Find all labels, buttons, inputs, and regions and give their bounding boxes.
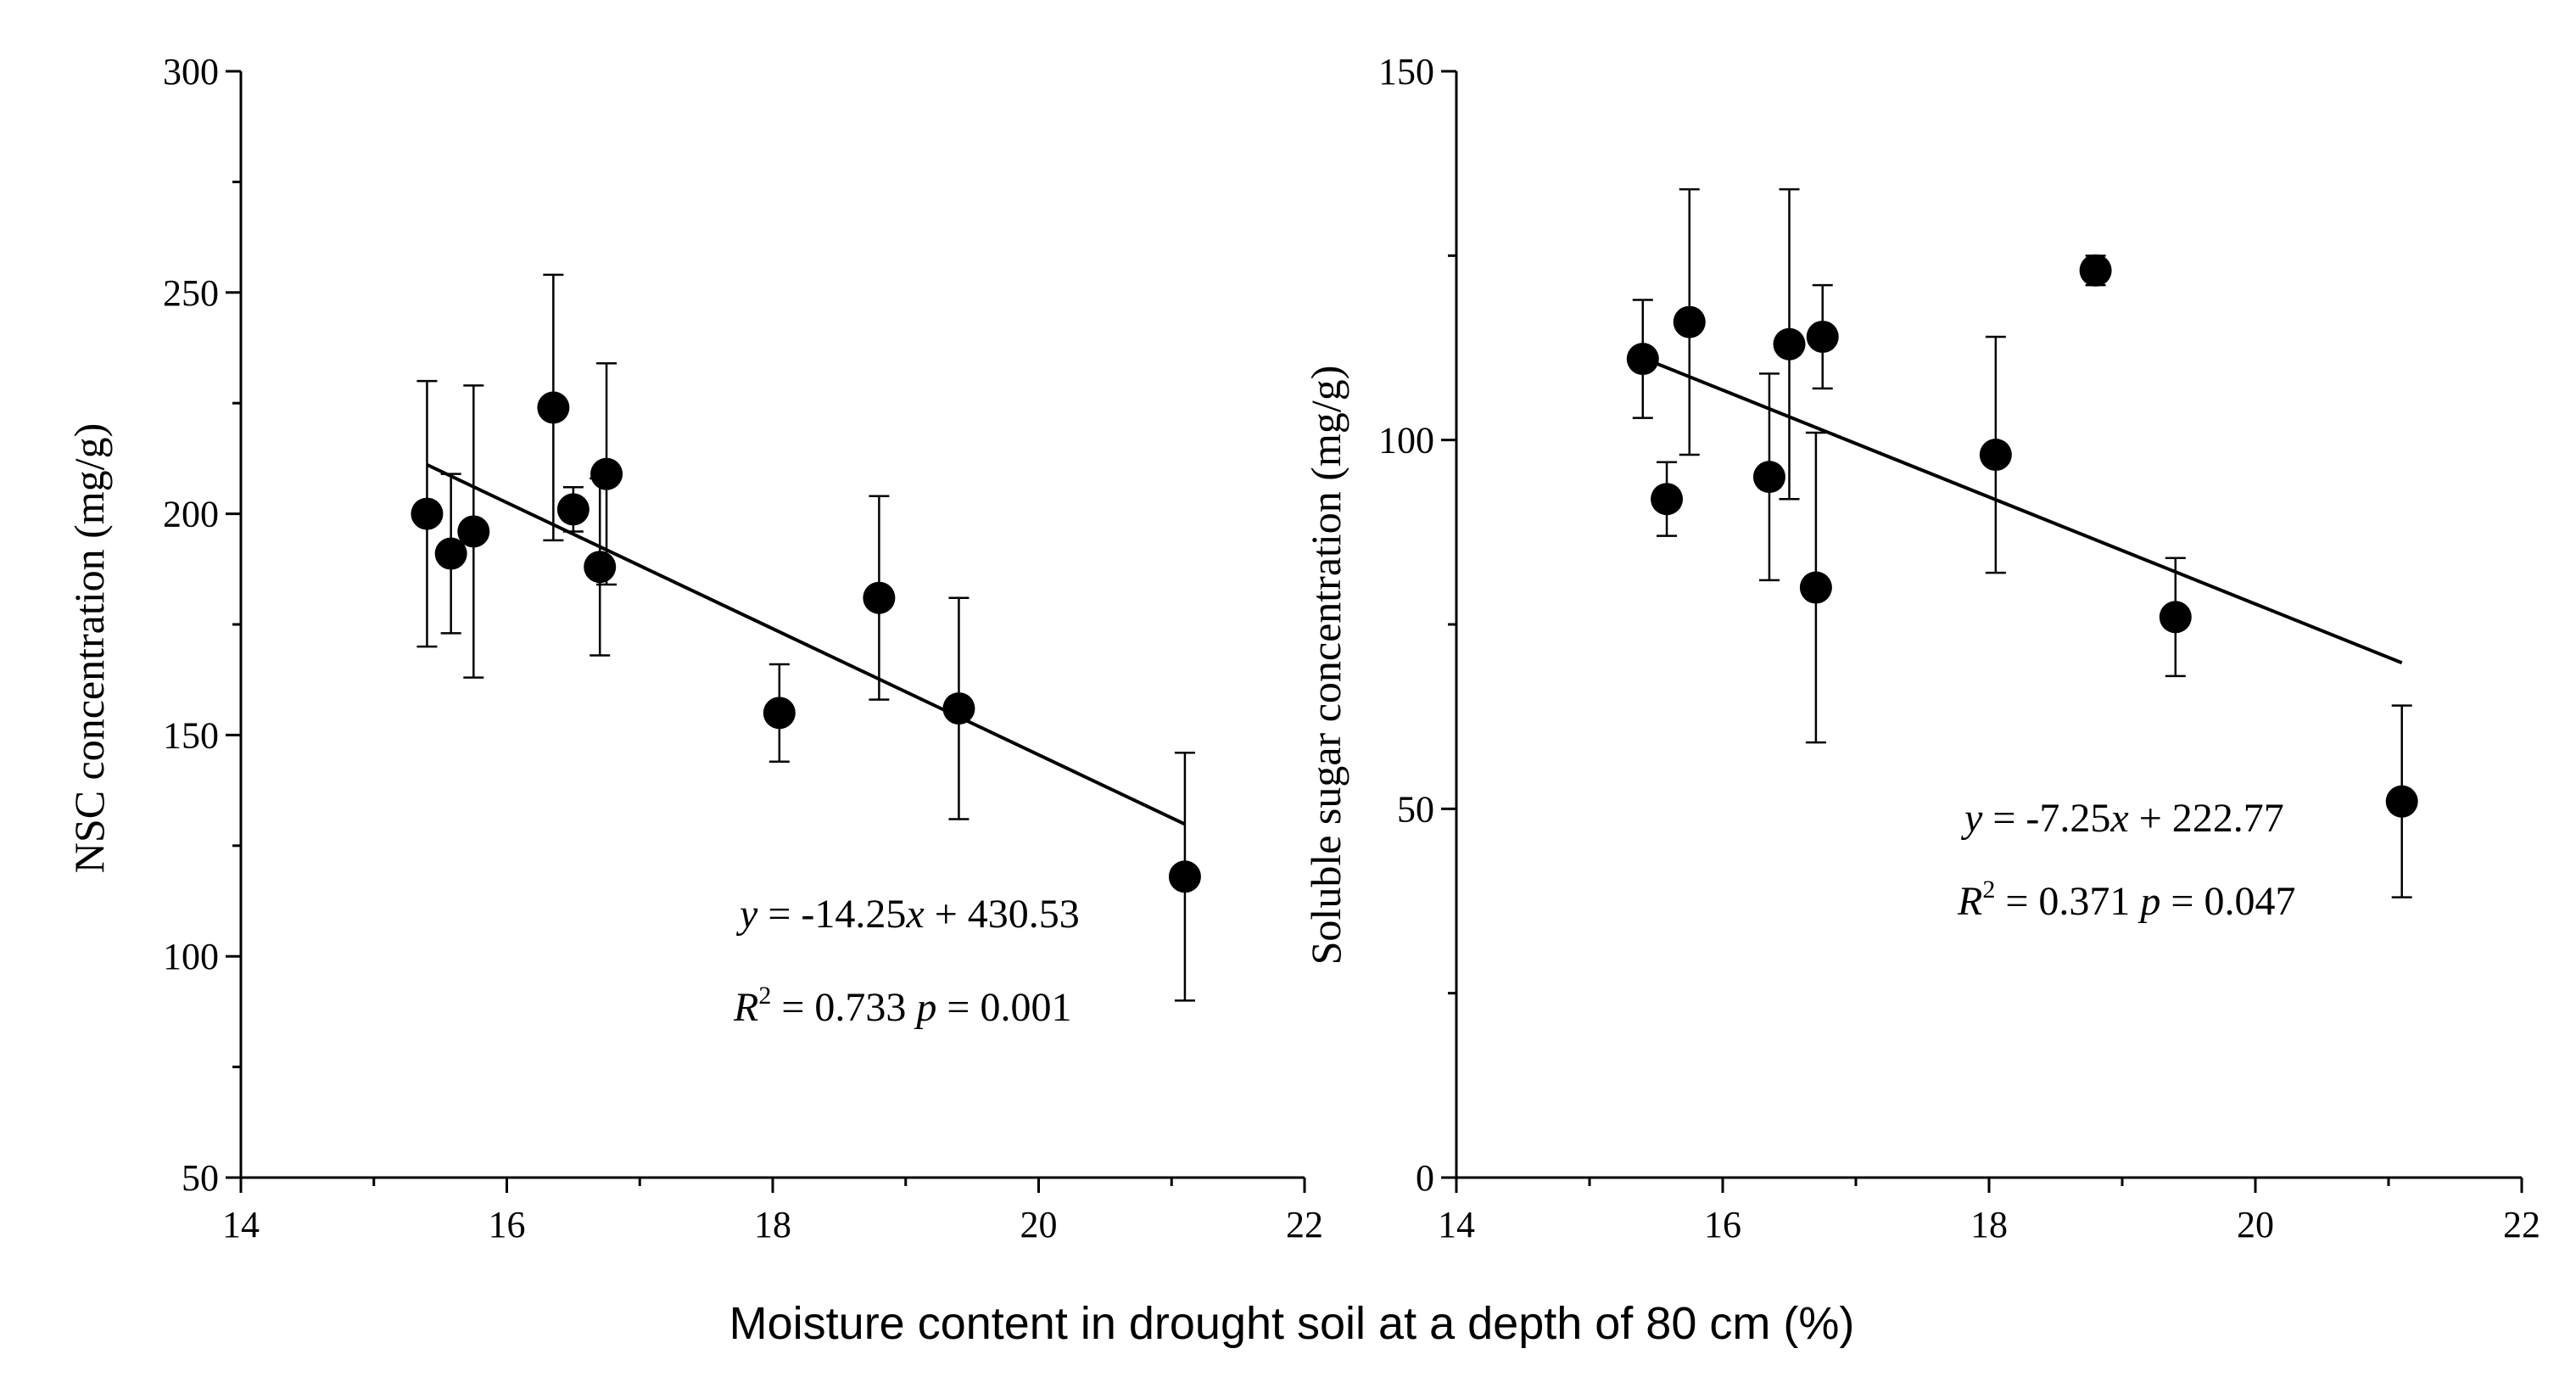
nsc-y-tick-label: 250 xyxy=(163,272,219,314)
nsc-data-point xyxy=(537,391,570,424)
nsc-y-axis-label: NSC concentration (mg/g) xyxy=(65,423,113,873)
sugar-data-point xyxy=(1673,305,1706,339)
sugar-data-point xyxy=(2079,254,2112,287)
nsc-x-tick-label: 14 xyxy=(222,1204,260,1245)
sugar-y-tick-label: 50 xyxy=(1397,788,1434,830)
sugar-equation-line1: y = -7.25x + 222.77 xyxy=(1960,796,2284,841)
nsc-x-tick-label: 18 xyxy=(754,1204,791,1245)
sugar-regression-line xyxy=(1642,356,2403,665)
sugar-data-point xyxy=(2385,785,2418,818)
nsc-data-point xyxy=(457,515,490,548)
nsc-eq-y: y xyxy=(735,892,758,937)
nsc-eq-r-value: = 0.733 xyxy=(771,985,916,1030)
sugar-y-tick-label: 150 xyxy=(1378,51,1434,92)
sugar-x-tick-label: 18 xyxy=(1970,1204,2008,1245)
sugar-data-point xyxy=(1752,461,1785,494)
nsc-eq-r: R xyxy=(733,985,758,1030)
sugar-eq-r: R xyxy=(1957,879,1982,924)
sugar-eq-y: y xyxy=(1960,796,1983,841)
sugar-data-point xyxy=(1799,571,1832,604)
sugar-data-point xyxy=(1626,343,1659,376)
nsc-y-tick-label: 150 xyxy=(163,714,219,756)
nsc-eq-part1: = -14.25 xyxy=(757,892,906,937)
nsc-regression-line xyxy=(426,462,1186,826)
sugar-y-tick-label: 0 xyxy=(1416,1157,1434,1199)
nsc-data-point xyxy=(411,497,444,530)
nsc-data-point xyxy=(590,457,623,490)
sugar-data-point xyxy=(1651,483,1684,516)
sugar-x-tick-label: 20 xyxy=(2237,1204,2274,1245)
sugar-y-tick-label: 100 xyxy=(1378,420,1434,462)
nsc-equation-line2: R2 = 0.733 p = 0.001 xyxy=(733,982,1071,1030)
nsc-eq-part2: + 430.53 xyxy=(925,892,1080,937)
nsc-data-point xyxy=(556,493,590,526)
nsc-data-point xyxy=(1168,860,1201,893)
sugar-eq-r-sup: 2 xyxy=(1982,876,1995,904)
sugar-eq-r-value: = 0.371 xyxy=(1995,879,2140,924)
nsc-data-point xyxy=(942,692,975,725)
sugar-data-point xyxy=(1773,327,1806,361)
sugar-eq-part2: + 222.77 xyxy=(2129,796,2284,841)
nsc-data-point xyxy=(863,581,896,614)
sugar-eq-part1: = -7.25 xyxy=(1982,796,2110,841)
sugar-eq-p: p xyxy=(2137,879,2160,924)
sugar-equation-line2: R2 = 0.371 p = 0.047 xyxy=(1957,876,2295,924)
sugar-x-tick-label: 22 xyxy=(2503,1204,2540,1245)
nsc-eq-r-sup: 2 xyxy=(758,982,771,1010)
nsc-equation-line1: y = -14.25x + 430.53 xyxy=(735,892,1080,937)
sugar-eq-p-value: = 0.047 xyxy=(2160,879,2295,924)
nsc-y-tick-label: 100 xyxy=(163,936,219,977)
nsc-y-tick-label: 300 xyxy=(163,51,219,92)
soluble-sugar-panel: 0 50 100 150 14 16 18 20 22 xyxy=(1378,51,2540,1245)
sugar-x-tick-label: 14 xyxy=(1438,1204,1475,1245)
soluble-sugar-y-axis-label: Soluble sugar concentration (mg/g) xyxy=(1302,366,1349,965)
sugar-data-point xyxy=(1806,320,1839,353)
nsc-eq-x: x xyxy=(905,892,924,937)
nsc-data-point xyxy=(584,551,617,584)
sugar-eq-x: x xyxy=(2109,796,2128,841)
sugar-data-point xyxy=(1979,439,2012,472)
sugar-x-tick-label: 16 xyxy=(1704,1204,1741,1245)
nsc-eq-p: p xyxy=(914,985,936,1030)
nsc-data-point xyxy=(434,537,467,570)
x-axis-label: Moisture content in drought soil at a de… xyxy=(729,1298,1855,1349)
nsc-data-point xyxy=(763,697,796,730)
nsc-x-tick-label: 22 xyxy=(1286,1204,1323,1245)
nsc-eq-p-value: = 0.001 xyxy=(936,985,1071,1030)
nsc-x-tick-label: 16 xyxy=(489,1204,526,1245)
sugar-data-point xyxy=(2159,601,2192,634)
nsc-panel: 50 100 150 200 250 300 14 16 18 20 22 xyxy=(163,51,1323,1245)
nsc-y-tick-label: 50 xyxy=(182,1157,219,1199)
nsc-y-tick-label: 200 xyxy=(163,494,219,535)
nsc-x-tick-label: 20 xyxy=(1020,1204,1058,1245)
